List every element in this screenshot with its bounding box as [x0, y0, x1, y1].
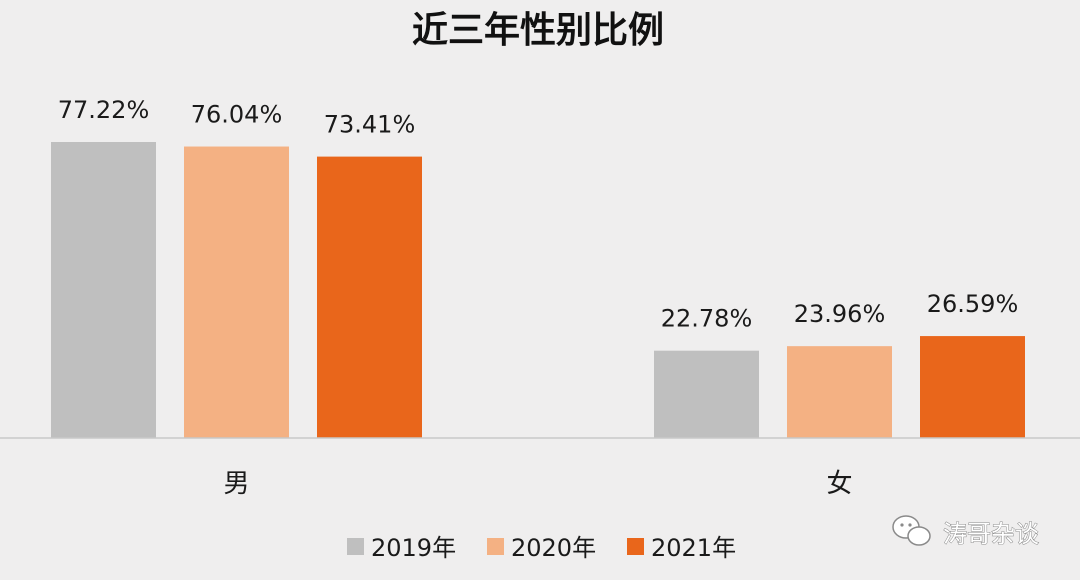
x-tick-label: 女	[826, 469, 852, 499]
bar-male-2020	[184, 146, 289, 438]
data-label: 26.59%	[927, 290, 1019, 318]
legend-swatch	[487, 538, 504, 555]
x-tick-label: 男	[223, 469, 249, 499]
data-label: 77.22%	[58, 96, 150, 124]
x-axis-labels: 男女	[223, 469, 852, 499]
bar-male-2019	[51, 142, 156, 438]
watermark-text: 涛哥杂谈	[943, 520, 1039, 548]
watermark: 涛哥杂谈	[892, 515, 1040, 549]
data-label: 23.96%	[794, 300, 886, 328]
legend-swatch	[347, 538, 364, 555]
wechat-icon	[892, 515, 931, 546]
legend-swatch	[627, 538, 644, 555]
legend-label: 2019年	[371, 534, 456, 562]
bar-male-2021	[317, 156, 422, 439]
legend-label: 2020年	[511, 534, 596, 562]
legend: 2019年 2020年 2021年	[347, 534, 736, 562]
bar-female-2021	[920, 336, 1025, 438]
bar-female-2020	[787, 346, 892, 438]
data-label: 73.41%	[324, 111, 416, 139]
bar-female-2019	[654, 350, 759, 438]
chart-title: 近三年性别比例	[412, 10, 664, 51]
data-label: 22.78%	[661, 305, 753, 333]
legend-label: 2021年	[651, 534, 736, 562]
plot-area: 77.22% 76.04% 73.41% 22.78% 23.96% 26.59%	[51, 96, 1025, 439]
data-label: 76.04%	[191, 101, 283, 129]
